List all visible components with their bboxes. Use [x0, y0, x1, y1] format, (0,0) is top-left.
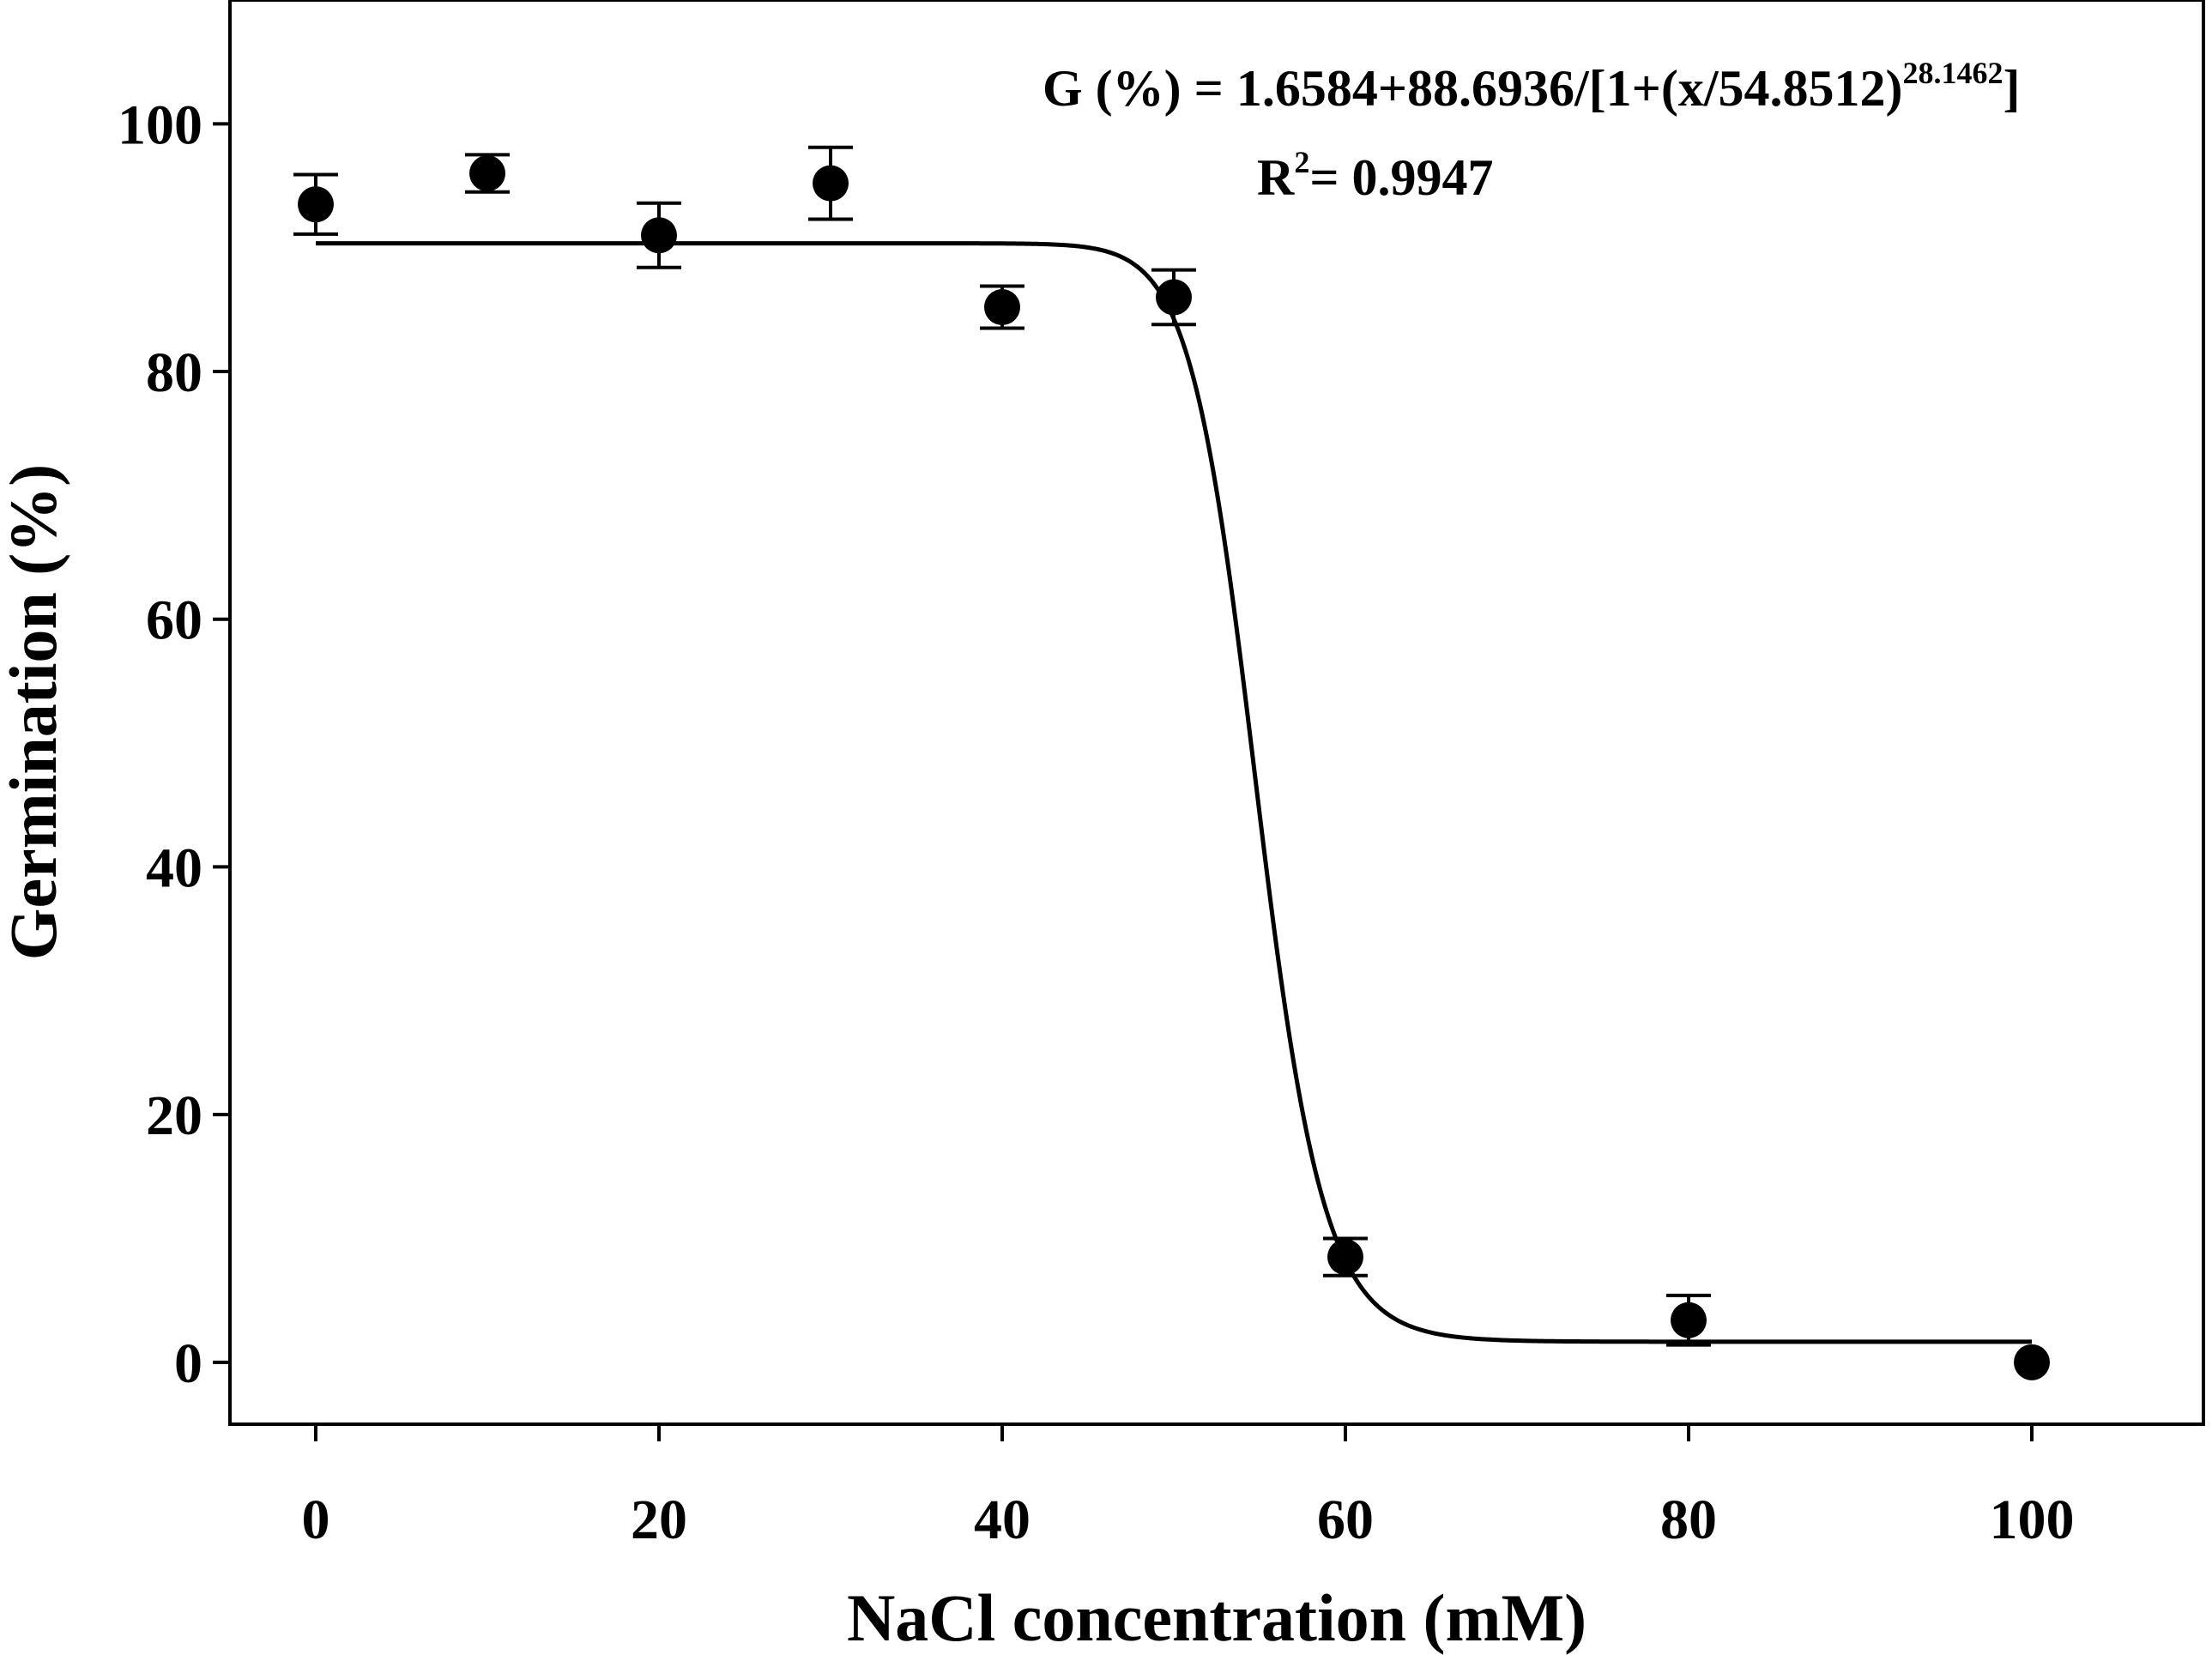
data-point — [298, 186, 334, 223]
y-tick-label: 0 — [174, 1332, 202, 1395]
x-tick-label: 0 — [302, 1489, 330, 1551]
data-point — [2014, 1344, 2050, 1380]
data-point — [1327, 1239, 1363, 1276]
x-axis-title: NaCl concentration (mM) — [847, 1580, 1586, 1655]
data-point — [813, 165, 849, 202]
data-point — [469, 155, 505, 192]
data-point — [984, 288, 1020, 325]
r-squared-r: R — [1257, 149, 1295, 206]
y-tick-label: 100 — [118, 94, 202, 156]
y-tick-label: 80 — [146, 341, 202, 404]
equation-exponent: 28.1462 — [1902, 56, 2003, 90]
equation-main: G (%) = 1.6584+88.6936/[1+(x/54.8512) — [1043, 60, 1902, 117]
data-point — [1156, 279, 1192, 316]
equation-close: ] — [2003, 60, 2020, 117]
data-point — [641, 217, 677, 254]
data-points — [293, 145, 2050, 1380]
x-tick-label: 40 — [974, 1489, 1030, 1551]
y-tick-label: 20 — [146, 1084, 202, 1147]
x-tick-label: 20 — [631, 1489, 687, 1551]
axis-ticks: 0 20 40 60 80 100 0 20 40 60 80 100 — [118, 94, 2075, 1551]
y-axis-title: Germination (%) — [0, 464, 70, 960]
plot-frame — [228, 0, 2205, 1426]
x-tick-label: 100 — [1990, 1489, 2075, 1551]
r-squared-exponent: 2 — [1294, 145, 1309, 179]
r-squared-label: R2= 0.9947 — [1257, 145, 1494, 206]
x-tick-label: 80 — [1660, 1489, 1717, 1551]
x-tick-label: 60 — [1317, 1489, 1374, 1551]
data-point — [1671, 1302, 1707, 1338]
y-tick-label: 40 — [146, 837, 202, 899]
fit-equation: G (%) = 1.6584+88.6936/[1+(x/54.8512)28.… — [1043, 56, 2020, 117]
r-squared-value: = 0.9947 — [1309, 149, 1493, 206]
y-tick-label: 60 — [146, 589, 202, 652]
